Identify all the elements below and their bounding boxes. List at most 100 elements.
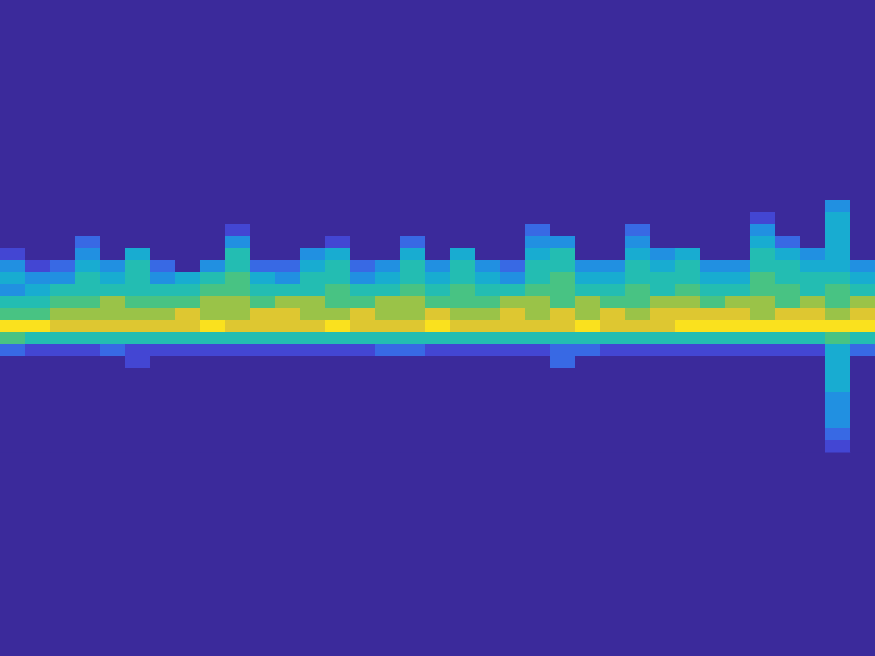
cell bbox=[450, 440, 476, 453]
cell bbox=[750, 404, 776, 417]
cell bbox=[375, 212, 401, 225]
cell bbox=[450, 356, 476, 369]
cell bbox=[475, 344, 501, 357]
cells bbox=[0, 200, 875, 453]
cell bbox=[50, 404, 76, 417]
cell bbox=[625, 404, 651, 417]
cell bbox=[750, 392, 776, 405]
cell bbox=[400, 248, 426, 261]
cell bbox=[675, 416, 701, 429]
cell bbox=[400, 284, 426, 297]
cell bbox=[250, 284, 276, 297]
cell bbox=[475, 236, 501, 249]
cell bbox=[550, 380, 576, 393]
cell bbox=[325, 284, 351, 297]
cell bbox=[800, 368, 826, 381]
cell bbox=[725, 392, 751, 405]
cell bbox=[225, 200, 251, 213]
cell bbox=[225, 440, 251, 453]
cell bbox=[225, 308, 251, 321]
cell bbox=[350, 440, 376, 453]
cell bbox=[50, 368, 76, 381]
cell bbox=[0, 224, 26, 237]
cell bbox=[250, 308, 276, 321]
cell bbox=[750, 200, 776, 213]
cell bbox=[825, 356, 851, 369]
cell bbox=[525, 428, 551, 441]
cell bbox=[350, 248, 376, 261]
cell bbox=[625, 236, 651, 249]
cell bbox=[250, 320, 276, 333]
cell bbox=[125, 404, 151, 417]
cell bbox=[75, 284, 101, 297]
cell bbox=[0, 236, 26, 249]
cell bbox=[125, 440, 151, 453]
cell bbox=[500, 440, 526, 453]
cell bbox=[300, 392, 326, 405]
cell bbox=[0, 404, 26, 417]
cell bbox=[575, 404, 601, 417]
cell bbox=[775, 332, 801, 345]
cell bbox=[325, 392, 351, 405]
cell bbox=[375, 272, 401, 285]
cell bbox=[0, 332, 26, 345]
cell bbox=[75, 428, 101, 441]
cell bbox=[425, 224, 451, 237]
cell bbox=[550, 428, 576, 441]
cell bbox=[800, 224, 826, 237]
cell bbox=[675, 344, 701, 357]
cell bbox=[675, 368, 701, 381]
cell bbox=[25, 344, 51, 357]
cell bbox=[775, 428, 801, 441]
cell bbox=[675, 440, 701, 453]
cell bbox=[425, 308, 451, 321]
cell bbox=[300, 260, 326, 273]
cell bbox=[525, 272, 551, 285]
cell bbox=[750, 332, 776, 345]
cell bbox=[625, 380, 651, 393]
cell bbox=[175, 272, 201, 285]
cell bbox=[500, 380, 526, 393]
cell bbox=[800, 212, 826, 225]
cell bbox=[75, 212, 101, 225]
cell bbox=[325, 200, 351, 213]
cell bbox=[450, 248, 476, 261]
cell bbox=[0, 272, 26, 285]
cell bbox=[300, 440, 326, 453]
cell bbox=[0, 296, 26, 309]
cell bbox=[675, 296, 701, 309]
cell bbox=[300, 380, 326, 393]
cell bbox=[475, 416, 501, 429]
cell bbox=[0, 260, 26, 273]
cell bbox=[250, 440, 276, 453]
cell bbox=[800, 344, 826, 357]
cell bbox=[575, 224, 601, 237]
cell bbox=[200, 392, 226, 405]
cell bbox=[125, 332, 151, 345]
cell bbox=[275, 248, 301, 261]
cell bbox=[450, 236, 476, 249]
cell bbox=[75, 308, 101, 321]
cell bbox=[750, 260, 776, 273]
cell bbox=[575, 344, 601, 357]
cell bbox=[125, 380, 151, 393]
cell bbox=[800, 200, 826, 213]
cell bbox=[850, 200, 875, 213]
cell bbox=[100, 260, 126, 273]
cell bbox=[100, 356, 126, 369]
cell bbox=[125, 284, 151, 297]
cell bbox=[550, 248, 576, 261]
cell bbox=[200, 296, 226, 309]
cell bbox=[500, 296, 526, 309]
cell bbox=[475, 380, 501, 393]
cell bbox=[425, 272, 451, 285]
cell bbox=[275, 344, 301, 357]
cell bbox=[375, 404, 401, 417]
cell bbox=[300, 344, 326, 357]
cell bbox=[150, 212, 176, 225]
cell bbox=[775, 356, 801, 369]
cell bbox=[525, 416, 551, 429]
cell bbox=[250, 224, 276, 237]
cell bbox=[700, 428, 726, 441]
cell bbox=[850, 428, 875, 441]
